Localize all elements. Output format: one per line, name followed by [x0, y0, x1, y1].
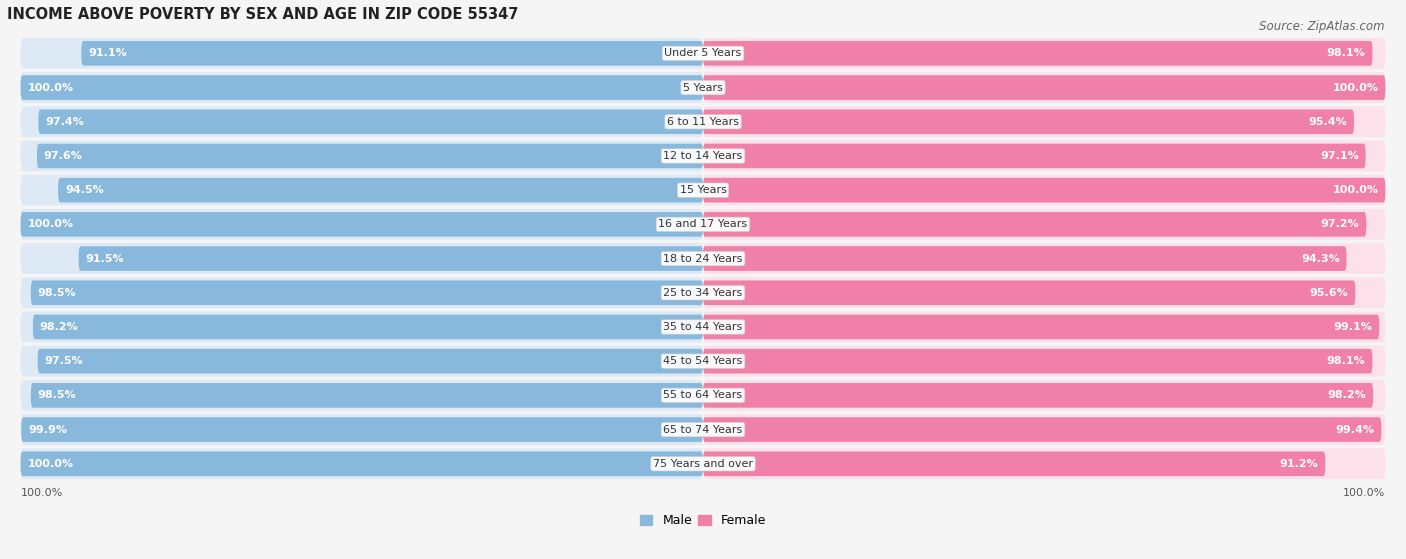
FancyBboxPatch shape	[703, 281, 1355, 305]
Text: 55 to 64 Years: 55 to 64 Years	[664, 390, 742, 400]
FancyBboxPatch shape	[79, 247, 703, 271]
FancyBboxPatch shape	[37, 144, 703, 168]
FancyBboxPatch shape	[703, 38, 1385, 69]
FancyBboxPatch shape	[31, 281, 703, 305]
FancyBboxPatch shape	[703, 417, 1381, 442]
FancyBboxPatch shape	[703, 140, 1385, 172]
FancyBboxPatch shape	[703, 315, 1379, 339]
FancyBboxPatch shape	[31, 383, 703, 408]
FancyBboxPatch shape	[21, 75, 703, 100]
Text: 98.5%: 98.5%	[38, 390, 76, 400]
FancyBboxPatch shape	[21, 448, 703, 479]
Text: 95.6%: 95.6%	[1310, 288, 1348, 298]
FancyBboxPatch shape	[703, 110, 1354, 134]
FancyBboxPatch shape	[21, 243, 703, 274]
FancyBboxPatch shape	[21, 212, 703, 236]
FancyBboxPatch shape	[703, 144, 1365, 168]
Text: 97.6%: 97.6%	[44, 151, 83, 161]
FancyBboxPatch shape	[703, 380, 1385, 411]
Text: 12 to 14 Years: 12 to 14 Years	[664, 151, 742, 161]
Text: 94.3%: 94.3%	[1301, 254, 1340, 263]
FancyBboxPatch shape	[703, 414, 1385, 445]
FancyBboxPatch shape	[21, 106, 703, 137]
FancyBboxPatch shape	[21, 209, 703, 240]
FancyBboxPatch shape	[21, 175, 703, 206]
Text: 15 Years: 15 Years	[679, 185, 727, 195]
Text: 100.0%: 100.0%	[27, 83, 73, 93]
Text: 99.9%: 99.9%	[28, 425, 67, 434]
Text: 98.1%: 98.1%	[1327, 356, 1365, 366]
FancyBboxPatch shape	[703, 175, 1385, 206]
Text: 98.2%: 98.2%	[39, 322, 79, 332]
Text: 98.5%: 98.5%	[38, 288, 76, 298]
FancyBboxPatch shape	[38, 349, 703, 373]
FancyBboxPatch shape	[703, 212, 1367, 236]
Text: 98.2%: 98.2%	[1327, 390, 1367, 400]
FancyBboxPatch shape	[703, 209, 1385, 240]
FancyBboxPatch shape	[32, 315, 703, 339]
FancyBboxPatch shape	[703, 383, 1374, 408]
Text: 98.1%: 98.1%	[1327, 49, 1365, 58]
Text: 16 and 17 Years: 16 and 17 Years	[658, 219, 748, 229]
FancyBboxPatch shape	[21, 277, 703, 308]
Text: Source: ZipAtlas.com: Source: ZipAtlas.com	[1260, 20, 1385, 32]
Text: 100.0%: 100.0%	[27, 219, 73, 229]
FancyBboxPatch shape	[703, 243, 1385, 274]
Text: 5 Years: 5 Years	[683, 83, 723, 93]
FancyBboxPatch shape	[38, 110, 703, 134]
FancyBboxPatch shape	[21, 38, 703, 69]
FancyBboxPatch shape	[703, 178, 1385, 202]
Text: INCOME ABOVE POVERTY BY SEX AND AGE IN ZIP CODE 55347: INCOME ABOVE POVERTY BY SEX AND AGE IN Z…	[7, 7, 519, 22]
Text: 100.0%: 100.0%	[1333, 83, 1379, 93]
FancyBboxPatch shape	[703, 41, 1372, 65]
FancyBboxPatch shape	[703, 75, 1385, 100]
Text: 18 to 24 Years: 18 to 24 Years	[664, 254, 742, 263]
Text: 100.0%: 100.0%	[1333, 185, 1379, 195]
Text: 65 to 74 Years: 65 to 74 Years	[664, 425, 742, 434]
FancyBboxPatch shape	[82, 41, 703, 65]
Text: 45 to 54 Years: 45 to 54 Years	[664, 356, 742, 366]
Text: 95.4%: 95.4%	[1309, 117, 1347, 127]
FancyBboxPatch shape	[21, 140, 703, 172]
Text: Under 5 Years: Under 5 Years	[665, 49, 741, 58]
FancyBboxPatch shape	[21, 380, 703, 411]
FancyBboxPatch shape	[21, 72, 703, 103]
Text: 91.5%: 91.5%	[86, 254, 124, 263]
FancyBboxPatch shape	[703, 346, 1385, 377]
Text: 6 to 11 Years: 6 to 11 Years	[666, 117, 740, 127]
FancyBboxPatch shape	[58, 178, 703, 202]
FancyBboxPatch shape	[703, 349, 1372, 373]
Text: 91.1%: 91.1%	[89, 49, 127, 58]
Text: 100.0%: 100.0%	[21, 487, 63, 498]
FancyBboxPatch shape	[21, 311, 703, 342]
Text: 35 to 44 Years: 35 to 44 Years	[664, 322, 742, 332]
Text: 97.4%: 97.4%	[45, 117, 84, 127]
FancyBboxPatch shape	[703, 277, 1385, 308]
FancyBboxPatch shape	[703, 247, 1347, 271]
FancyBboxPatch shape	[703, 452, 1326, 476]
Text: 99.4%: 99.4%	[1336, 425, 1375, 434]
FancyBboxPatch shape	[21, 414, 703, 445]
FancyBboxPatch shape	[21, 452, 703, 476]
FancyBboxPatch shape	[21, 346, 703, 377]
Text: 99.1%: 99.1%	[1333, 322, 1372, 332]
Text: 25 to 34 Years: 25 to 34 Years	[664, 288, 742, 298]
Text: 100.0%: 100.0%	[1343, 487, 1385, 498]
Text: 94.5%: 94.5%	[65, 185, 104, 195]
FancyBboxPatch shape	[703, 106, 1385, 137]
Text: 97.2%: 97.2%	[1320, 219, 1360, 229]
Text: 91.2%: 91.2%	[1279, 459, 1319, 469]
Text: 100.0%: 100.0%	[27, 459, 73, 469]
Text: 97.1%: 97.1%	[1320, 151, 1358, 161]
FancyBboxPatch shape	[703, 311, 1385, 342]
Legend: Male, Female: Male, Female	[636, 509, 770, 532]
FancyBboxPatch shape	[21, 417, 703, 442]
FancyBboxPatch shape	[703, 448, 1385, 479]
Text: 97.5%: 97.5%	[45, 356, 83, 366]
FancyBboxPatch shape	[703, 72, 1385, 103]
Text: 75 Years and over: 75 Years and over	[652, 459, 754, 469]
